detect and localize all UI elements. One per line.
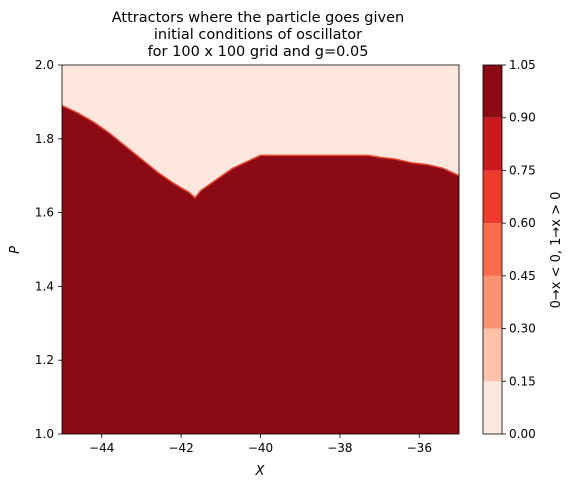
boundary-line: [61, 104, 460, 199]
chart-title-line-2: initial conditions of oscillator: [154, 27, 362, 43]
y-tick-label: 1.8: [35, 132, 54, 146]
y-tick-label: 1.4: [35, 279, 54, 293]
colorbar-ticks: 0.00 0.15 0.30 0.45 0.60 0.75 0.90 1.05: [502, 58, 536, 441]
colorbar-band: [483, 223, 502, 276]
colorbar-band: [483, 65, 502, 118]
x-tick-label: −42: [168, 441, 193, 455]
colorbar-tick-label: 0.75: [509, 163, 536, 177]
chart-title-line-3: for 100 x 100 grid and g=0.05: [148, 44, 369, 60]
colorbar-label: 0→x < 0, 1→x > 0: [549, 192, 564, 309]
colorbar-tick-label: 0.90: [509, 111, 536, 125]
colorbar-band: [483, 275, 502, 329]
y-tick-label: 2.0: [35, 58, 54, 72]
colorbar-band: [483, 381, 502, 434]
x-axis-label: X: [255, 464, 266, 479]
y-axis-ticks: 1.0 1.2 1.4 1.6 1.8 2.0: [35, 58, 62, 441]
x-tick-label: −40: [248, 441, 273, 455]
x-tick-label: −44: [89, 441, 114, 455]
colorbar: [483, 65, 502, 434]
y-tick-label: 1.2: [35, 353, 54, 367]
colorbar-band: [483, 328, 502, 382]
colorbar-tick-label: 0.15: [509, 374, 536, 388]
region-attractor-positive: [62, 105, 459, 434]
y-tick-label: 1.0: [35, 427, 54, 441]
y-tick-label: 1.6: [35, 206, 54, 220]
x-axis-ticks: −44 −42 −40 −38 −36: [89, 434, 432, 455]
y-axis-label: P: [8, 246, 23, 254]
colorbar-tick-label: 0.30: [509, 322, 536, 336]
colorbar-band: [483, 170, 502, 224]
colorbar-tick-label: 0.00: [509, 427, 536, 441]
colorbar-tick-label: 0.45: [509, 269, 536, 283]
colorbar-tick-label: 1.05: [509, 58, 536, 72]
colorbar-band: [483, 117, 502, 171]
colorbar-tick-label: 0.60: [509, 216, 536, 230]
x-tick-label: −38: [327, 441, 352, 455]
colorbar-frame: [482, 64, 503, 435]
x-tick-label: −36: [407, 441, 432, 455]
chart-title-line-1: Attractors where the particle goes given: [112, 10, 404, 26]
plot-area: [61, 64, 460, 435]
